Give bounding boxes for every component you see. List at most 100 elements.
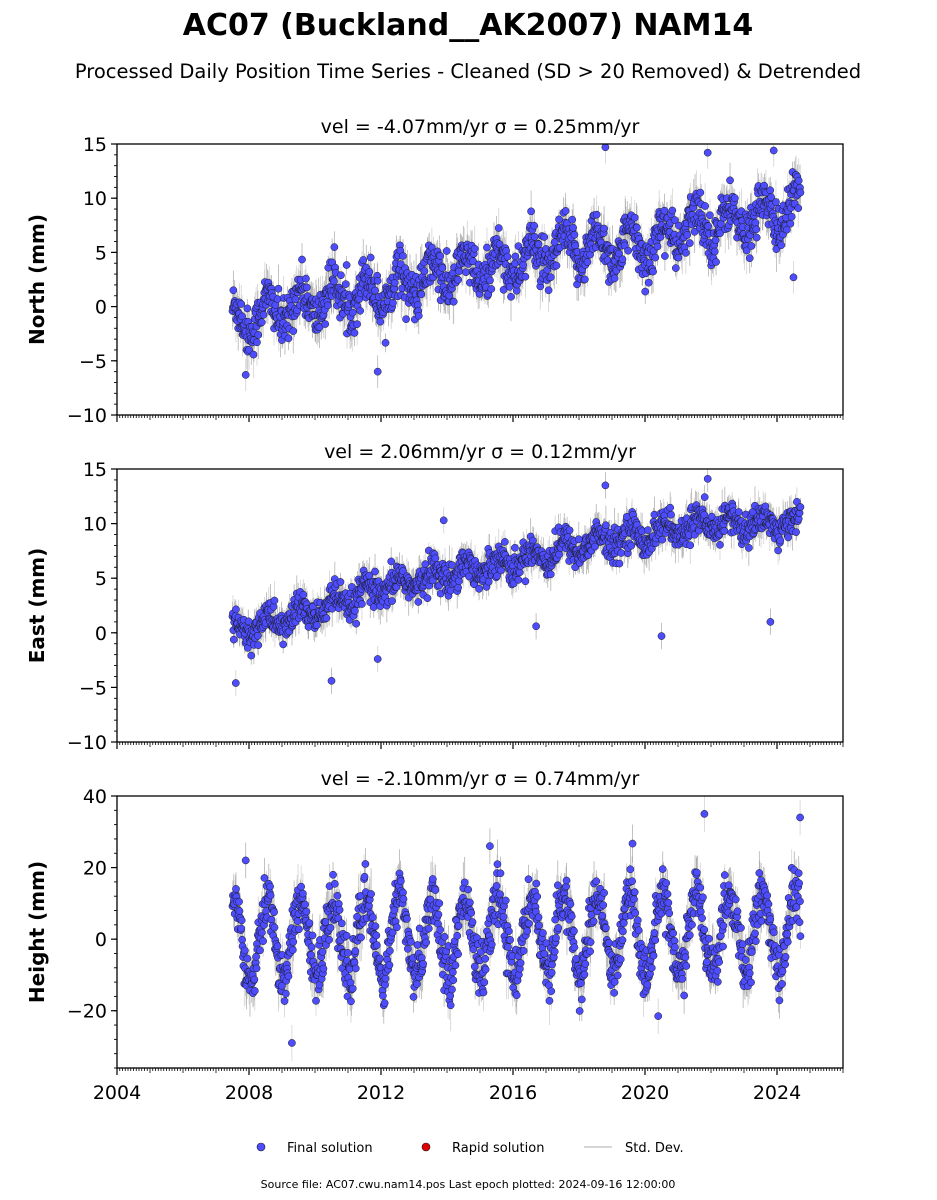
data-point	[494, 224, 503, 232]
data-point	[601, 144, 610, 152]
data-point	[454, 275, 462, 284]
y-tick-label: 10	[83, 188, 107, 210]
data-point	[232, 605, 240, 614]
data-point	[624, 246, 633, 255]
data-point	[229, 635, 238, 644]
data-point	[747, 242, 756, 250]
data-point	[399, 567, 407, 575]
data-point	[373, 276, 382, 285]
data-point	[561, 207, 570, 215]
data-point	[455, 577, 463, 585]
data-point	[789, 273, 798, 282]
data-point	[767, 193, 775, 202]
data-point	[376, 317, 385, 326]
data-point	[487, 285, 496, 293]
data-point	[568, 215, 577, 224]
y-tick-label: −10	[67, 405, 107, 427]
data-point	[521, 577, 530, 586]
data-point	[313, 621, 321, 629]
data-point	[341, 280, 350, 288]
data-point	[373, 367, 382, 376]
data-point	[685, 239, 694, 247]
data-point	[254, 641, 263, 650]
data-point	[534, 240, 543, 249]
data-point	[530, 232, 539, 241]
data-point	[794, 204, 803, 213]
data-point	[704, 222, 713, 231]
data-point	[521, 272, 530, 281]
data-point	[388, 597, 396, 605]
data-point	[321, 320, 330, 328]
panel-title: vel = 2.06mm/yr σ = 0.12mm/yr	[324, 441, 636, 463]
data-point	[359, 256, 368, 264]
data-point	[381, 338, 390, 347]
data-point	[279, 640, 288, 649]
figure-subtitle: Processed Daily Position Time Series - C…	[75, 60, 861, 83]
panel-north: vel = -4.07mm/yr σ = 0.25mm/yr North (mm)…	[25, 116, 844, 427]
data-point	[270, 596, 279, 605]
data-point	[454, 583, 462, 592]
data-point	[348, 308, 357, 317]
data-point	[581, 275, 589, 284]
data-point	[644, 278, 653, 287]
data-point	[515, 568, 524, 577]
data-point	[371, 286, 379, 295]
data-point	[247, 651, 256, 660]
data-point	[402, 315, 410, 323]
data-point	[257, 318, 266, 327]
data-point	[752, 233, 761, 242]
data-point	[501, 538, 509, 546]
data-point	[745, 254, 754, 263]
data-point	[389, 298, 397, 307]
data-point	[653, 242, 662, 251]
y-tick-label: 0	[95, 297, 107, 319]
data-point	[511, 252, 520, 261]
data-point	[592, 210, 601, 219]
data-point	[772, 198, 780, 206]
data-point	[540, 233, 549, 241]
data-point	[237, 300, 246, 308]
data-point	[661, 252, 669, 260]
data-point	[726, 176, 734, 185]
data-point	[371, 567, 379, 576]
data-point	[229, 286, 238, 295]
data-point	[671, 264, 680, 272]
data-point	[253, 338, 261, 347]
data-point	[486, 276, 494, 285]
data-point	[350, 329, 359, 337]
data-point	[530, 221, 539, 230]
data-point	[446, 586, 455, 595]
data-point	[322, 614, 331, 623]
data-point	[546, 273, 555, 282]
data-point	[706, 211, 714, 220]
data-point	[787, 212, 796, 221]
data-point	[519, 261, 528, 269]
y-tick-label: 5	[95, 242, 107, 264]
data-point	[668, 206, 677, 215]
data-point	[356, 306, 365, 315]
y-axis-label: East (mm)	[25, 548, 49, 664]
data-point	[475, 584, 483, 593]
data-point	[503, 252, 512, 261]
data-point	[641, 287, 650, 296]
data-point	[507, 292, 515, 301]
data-point	[358, 600, 366, 608]
data-point	[514, 575, 523, 584]
data-point	[690, 227, 699, 236]
data-point	[766, 186, 775, 195]
data-point	[414, 311, 423, 320]
data-point	[387, 557, 396, 566]
data-point	[442, 247, 451, 255]
data-point	[336, 578, 345, 586]
data-point	[302, 274, 310, 283]
data-point	[615, 249, 623, 258]
data-point	[651, 253, 660, 262]
data-point	[352, 619, 361, 628]
y-tick-label: 15	[83, 134, 107, 156]
data-point	[777, 241, 786, 250]
data-point	[794, 176, 803, 185]
data-point	[448, 561, 456, 569]
data-point	[330, 243, 339, 251]
data-point	[796, 188, 805, 197]
